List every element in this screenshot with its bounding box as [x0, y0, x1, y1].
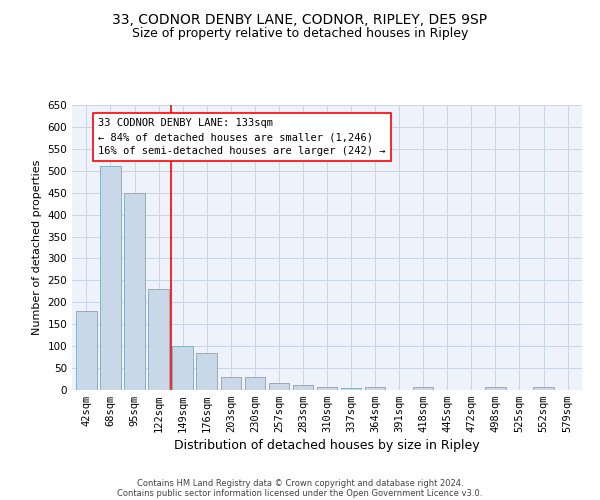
Bar — [196, 352, 217, 390]
Bar — [76, 311, 97, 390]
Bar — [413, 387, 433, 390]
Bar — [245, 377, 265, 390]
X-axis label: Distribution of detached houses by size in Ripley: Distribution of detached houses by size … — [174, 440, 480, 452]
Bar — [269, 384, 289, 390]
Text: Contains HM Land Registry data © Crown copyright and database right 2024.: Contains HM Land Registry data © Crown c… — [137, 478, 463, 488]
Bar — [221, 377, 241, 390]
Bar — [365, 387, 385, 390]
Y-axis label: Number of detached properties: Number of detached properties — [32, 160, 42, 335]
Bar — [293, 384, 313, 390]
Bar — [172, 346, 193, 390]
Bar — [148, 289, 169, 390]
Bar — [485, 387, 506, 390]
Bar — [533, 387, 554, 390]
Bar — [124, 192, 145, 390]
Text: Size of property relative to detached houses in Ripley: Size of property relative to detached ho… — [132, 28, 468, 40]
Bar — [341, 388, 361, 390]
Text: 33 CODNOR DENBY LANE: 133sqm
← 84% of detached houses are smaller (1,246)
16% of: 33 CODNOR DENBY LANE: 133sqm ← 84% of de… — [98, 118, 386, 156]
Text: Contains public sector information licensed under the Open Government Licence v3: Contains public sector information licen… — [118, 488, 482, 498]
Bar — [100, 166, 121, 390]
Bar — [317, 387, 337, 390]
Text: 33, CODNOR DENBY LANE, CODNOR, RIPLEY, DE5 9SP: 33, CODNOR DENBY LANE, CODNOR, RIPLEY, D… — [112, 12, 488, 26]
